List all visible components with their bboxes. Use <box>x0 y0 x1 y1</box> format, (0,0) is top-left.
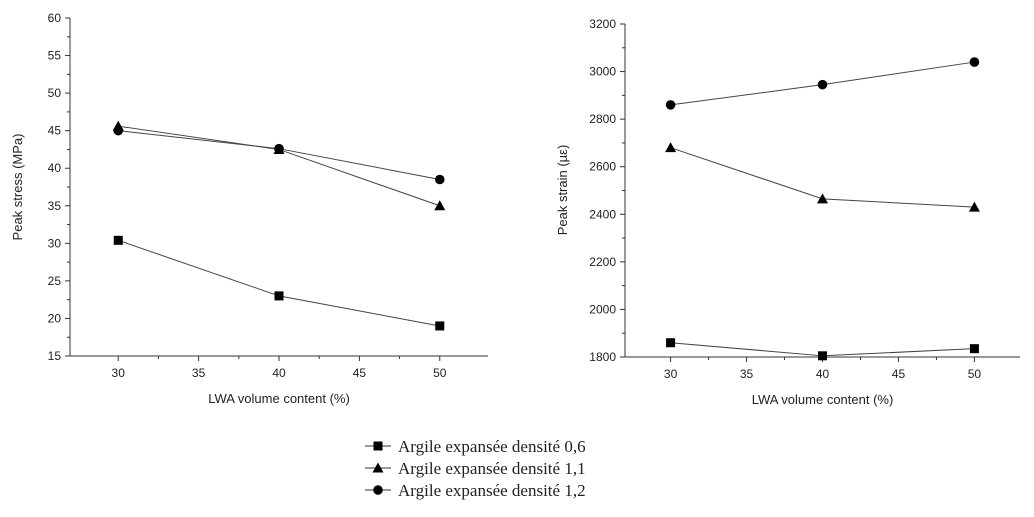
strain-y-axis-title: Peak strain (µε) <box>555 145 570 236</box>
legend-label-square: Argile expansée densité 0,6 <box>398 437 586 456</box>
stress-y-tick-label: 40 <box>48 161 62 175</box>
strain-square-marker <box>818 351 827 361</box>
strain-x-tick-label: 35 <box>740 367 754 381</box>
peak-stress-chart: 15 20 25 30 35 40 45 50 55 60 30 35 40 45 50 LWA volume… <box>10 11 488 406</box>
stress-circle-marker <box>274 143 284 154</box>
stress-circle-marker <box>434 174 445 185</box>
stress-triangle-marker <box>434 200 446 211</box>
stress-x-axis-title: LWA volume content (%) <box>208 391 350 406</box>
stress-y-tick-label: 20 <box>48 311 62 325</box>
stress-series-square-line <box>118 239 440 327</box>
stress-x-tick-label: 30 <box>112 366 126 380</box>
strain-y-tick-label: 2600 <box>589 160 616 174</box>
strain-square-marker <box>969 344 979 354</box>
strain-y-tick-label: 2200 <box>589 255 616 269</box>
strain-y-tick-label: 3000 <box>589 65 616 79</box>
stress-x-tick-label: 40 <box>272 366 286 380</box>
strain-y-tick-label: 2400 <box>589 207 616 221</box>
stress-y-tick-label: 35 <box>48 199 62 213</box>
stress-series-circle-line <box>118 130 440 180</box>
strain-x-tick-label: 50 <box>968 367 982 381</box>
legend: Argile expansée densité 0,6 Argile expans… <box>365 437 586 500</box>
stress-square-marker <box>113 235 123 245</box>
strain-circle-marker <box>969 57 980 67</box>
stress-y-axis-title: Peak stress (MPa) <box>10 134 25 241</box>
strain-x-axis-title: LWA volume content (%) <box>752 392 894 407</box>
strain-circle-marker <box>817 79 828 90</box>
strain-x-tick-label: 45 <box>892 367 906 381</box>
stress-square-marker <box>274 291 284 301</box>
stress-y-tick-label: 15 <box>48 349 62 363</box>
legend-circle-marker <box>373 485 383 495</box>
stress-y-tick-label: 55 <box>48 49 62 63</box>
strain-triangle-marker <box>817 193 828 204</box>
stress-y-tick-label: 25 <box>48 274 62 288</box>
stress-series-triangle-line <box>118 125 440 207</box>
strain-triangle-marker <box>968 201 980 212</box>
strain-x-tick-label: 40 <box>816 367 830 381</box>
stress-x-tick-label: 35 <box>192 366 206 380</box>
stress-y-tick-label: 30 <box>48 236 62 250</box>
stress-axes <box>69 18 488 357</box>
strain-y-tick-label: 3200 <box>589 17 616 31</box>
strain-square-marker <box>666 338 676 348</box>
stress-x-tick-label: 45 <box>353 366 367 380</box>
strain-y-tick-label: 1800 <box>589 350 616 364</box>
strain-x-tick-label: 30 <box>664 367 678 381</box>
stress-square-marker <box>435 321 445 331</box>
legend-label-triangle: Argile expansée densité 1,1 <box>398 459 586 478</box>
stress-y-tick-label: 60 <box>48 11 62 25</box>
legend-label-circle: Argile expansée densité 1,2 <box>398 481 586 500</box>
strain-circle-marker <box>665 100 676 110</box>
stress-y-tick-label: 45 <box>48 124 62 138</box>
stress-x-tick-label: 50 <box>433 366 447 380</box>
stress-y-tick-label: 50 <box>48 86 62 100</box>
strain-triangle-marker <box>665 142 677 153</box>
strain-y-tick-label: 2800 <box>589 112 616 126</box>
strain-y-tick-label: 2000 <box>589 302 616 316</box>
strain-axes <box>624 24 1020 358</box>
legend-triangle-marker <box>372 462 384 473</box>
stress-circle-marker <box>113 125 124 136</box>
peak-strain-chart: 1800 2000 2200 2400 2600 2800 3000 3200 30 35 40 45… <box>555 17 1020 407</box>
legend-square-marker <box>373 441 383 451</box>
